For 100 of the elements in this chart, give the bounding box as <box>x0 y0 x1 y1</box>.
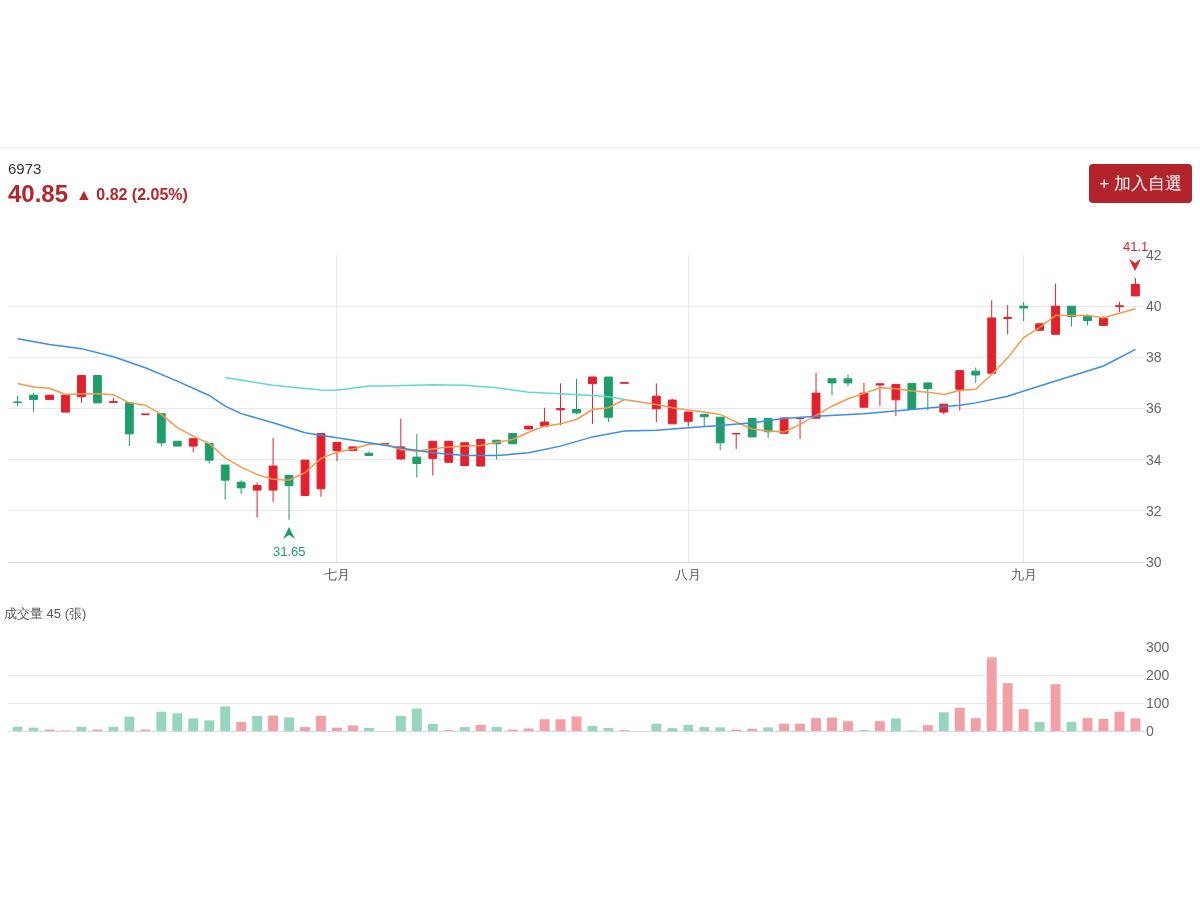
candlestick <box>1083 313 1092 326</box>
chart-subtitle: 40.85 <box>8 180 69 208</box>
candlestick <box>412 433 422 479</box>
candlestick <box>156 413 166 447</box>
candlestick <box>364 450 374 457</box>
candlestick <box>124 402 134 447</box>
candlestick <box>1003 304 1013 335</box>
x-tick-label: 八月 <box>675 566 702 582</box>
bar <box>667 728 678 731</box>
line-series <box>16 337 1137 457</box>
candlestick <box>683 411 693 427</box>
chart-title: 6973 <box>8 160 42 177</box>
candlestick <box>987 299 997 374</box>
bar <box>188 718 199 731</box>
candlestick <box>875 382 885 407</box>
bar <box>459 727 470 731</box>
bar <box>715 727 726 731</box>
bar <box>1002 683 1013 731</box>
candlestick <box>268 437 278 503</box>
bar <box>363 727 374 731</box>
bar <box>1130 718 1141 731</box>
bar <box>475 724 486 731</box>
bar <box>284 717 295 731</box>
bar <box>156 711 167 731</box>
candlestick <box>540 407 549 427</box>
candlestick <box>1115 301 1124 313</box>
bar <box>986 657 997 731</box>
candlestick <box>955 370 965 412</box>
candlestick <box>572 378 581 415</box>
y-tick-label: 300 <box>1146 638 1170 655</box>
y-tick-label: 36 <box>1146 400 1162 417</box>
bar <box>124 716 135 731</box>
candlestick <box>859 382 869 408</box>
text: ▲ 0.82 (2.05%) <box>76 186 188 204</box>
chart-title: 成交量 45 (張) <box>4 605 87 623</box>
candlestick <box>61 394 70 413</box>
x-tick-label: 七月 <box>323 566 350 582</box>
candlestick <box>204 443 214 464</box>
annotation: 41.1 <box>1123 239 1149 254</box>
bar <box>827 717 837 731</box>
bar <box>1018 709 1029 731</box>
bar <box>204 720 215 731</box>
candlestick <box>108 397 118 403</box>
bar <box>747 728 758 731</box>
bar <box>1114 711 1125 731</box>
bar <box>571 716 582 731</box>
bar <box>252 715 263 731</box>
candlestick <box>77 375 86 404</box>
candlestick <box>172 440 182 447</box>
y-tick-label: 34 <box>1146 451 1162 468</box>
candlestick <box>476 438 486 467</box>
bar <box>220 706 231 731</box>
candlestick <box>188 438 198 453</box>
bar <box>763 727 774 731</box>
bar <box>1066 722 1077 731</box>
bar <box>843 721 853 731</box>
y-tick-label: 32 <box>1146 502 1162 519</box>
candlestick <box>45 394 54 401</box>
bar <box>539 719 550 731</box>
line-series <box>224 376 626 401</box>
bar <box>332 727 342 731</box>
y-tick-label: 38 <box>1146 349 1162 366</box>
candlestick <box>795 417 805 440</box>
candlestick <box>827 378 837 396</box>
bar <box>683 724 694 731</box>
candlestick <box>667 398 677 425</box>
annotation: 31.65 <box>273 544 306 559</box>
candlestick <box>524 425 534 430</box>
candlestick <box>604 376 613 423</box>
y-tick-label: 0 <box>1146 722 1154 739</box>
candlestick <box>651 382 661 423</box>
candlestick <box>731 433 741 450</box>
bar <box>491 726 502 731</box>
candlestick <box>236 479 246 495</box>
candlestick <box>715 416 725 451</box>
candlestick <box>252 481 262 519</box>
bar <box>1034 722 1045 731</box>
bar <box>779 723 790 731</box>
bar <box>970 718 981 731</box>
bar <box>411 708 422 731</box>
y-tick-label: 40 <box>1146 298 1162 315</box>
bar <box>523 728 534 731</box>
line-series <box>16 307 1137 481</box>
add-button: + 加入自選 <box>1089 164 1192 203</box>
y-tick-label: 42 <box>1146 246 1162 263</box>
candlestick <box>332 442 342 462</box>
bar <box>795 723 806 731</box>
candlestick <box>140 413 150 416</box>
candlestick <box>923 382 933 412</box>
candlestick <box>907 382 917 410</box>
bar <box>1098 718 1109 731</box>
candlestick <box>29 392 38 413</box>
candlestick <box>1051 283 1060 335</box>
candlestick <box>891 383 901 417</box>
candlestick <box>93 375 102 404</box>
x-tick-label: 九月 <box>1010 566 1037 582</box>
candlestick <box>300 459 310 496</box>
candlestick <box>1019 301 1029 322</box>
bar <box>395 715 406 731</box>
y-tick-label: 100 <box>1146 694 1170 711</box>
